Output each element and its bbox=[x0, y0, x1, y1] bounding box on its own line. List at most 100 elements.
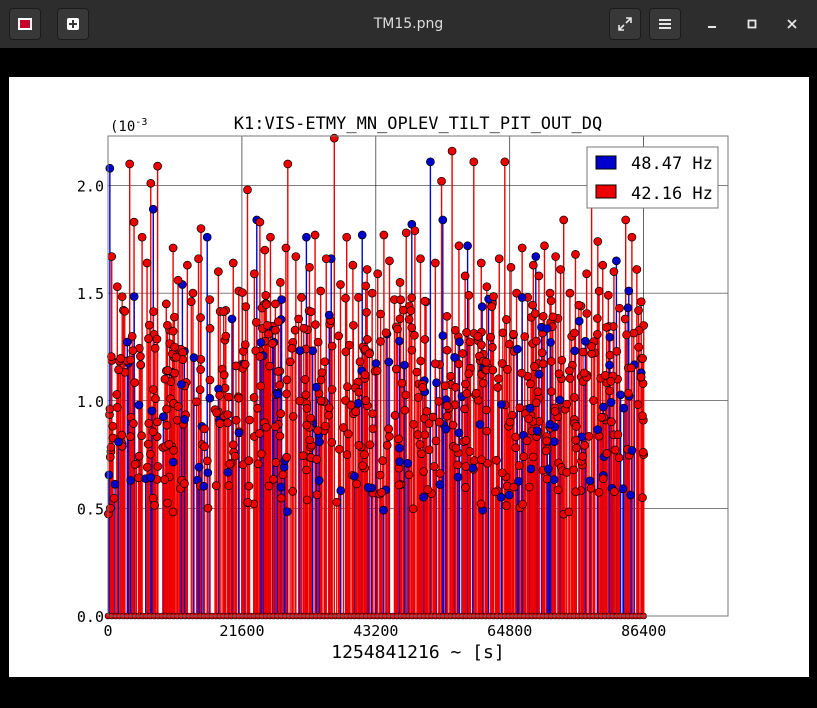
y-tick-label: 0.0 bbox=[77, 608, 104, 626]
red-point bbox=[528, 452, 538, 462]
red-point bbox=[636, 372, 646, 382]
red-point bbox=[416, 254, 425, 264]
minimize-button[interactable] bbox=[702, 14, 722, 34]
red-point bbox=[413, 393, 423, 402]
red-point bbox=[290, 325, 300, 335]
red-point bbox=[367, 288, 377, 298]
red-point bbox=[460, 404, 469, 414]
fullscreen-button[interactable] bbox=[609, 8, 641, 40]
blue-point bbox=[477, 302, 487, 311]
red-point bbox=[462, 328, 471, 337]
blue-point bbox=[379, 505, 388, 515]
red-point bbox=[565, 374, 575, 383]
blue-point bbox=[504, 490, 514, 500]
blue-point bbox=[580, 336, 590, 346]
red-point bbox=[465, 447, 475, 456]
red-point bbox=[214, 267, 223, 276]
red-point bbox=[120, 306, 130, 316]
red-point bbox=[164, 439, 174, 449]
red-point bbox=[200, 442, 209, 451]
blue-point bbox=[606, 398, 616, 407]
blue-point bbox=[612, 256, 621, 266]
red-point bbox=[400, 405, 410, 415]
red-point bbox=[151, 394, 160, 403]
red-point bbox=[377, 488, 386, 497]
blue-point bbox=[295, 346, 305, 356]
red-point bbox=[225, 459, 235, 469]
red-point bbox=[202, 456, 212, 466]
red-point bbox=[144, 334, 153, 343]
app-icon-button[interactable] bbox=[9, 8, 41, 40]
red-point bbox=[228, 258, 238, 268]
red-point bbox=[287, 343, 297, 353]
red-point bbox=[339, 423, 348, 432]
red-point bbox=[345, 340, 354, 350]
red-point bbox=[431, 436, 441, 446]
red-point bbox=[105, 404, 115, 414]
red-point bbox=[316, 375, 326, 385]
red-point bbox=[354, 440, 364, 450]
blue-point bbox=[542, 324, 552, 333]
maximize-button[interactable] bbox=[742, 14, 762, 34]
blue-point bbox=[158, 412, 168, 422]
chart-title: K1:VIS-ETMY_MN_OPLEV_TILT_PIT_OUT_DQ bbox=[234, 114, 602, 134]
red-point bbox=[244, 481, 254, 491]
red-point bbox=[238, 460, 248, 470]
red-point bbox=[598, 474, 608, 484]
red-point bbox=[545, 288, 555, 298]
red-point bbox=[276, 493, 286, 503]
blue-point bbox=[194, 462, 204, 472]
red-point bbox=[533, 387, 543, 397]
red-point bbox=[434, 417, 444, 427]
close-button[interactable] bbox=[782, 14, 802, 34]
blue-point bbox=[227, 314, 237, 324]
red-point bbox=[153, 161, 162, 171]
red-point bbox=[509, 329, 518, 339]
red-point bbox=[404, 470, 414, 480]
red-point bbox=[378, 456, 388, 465]
red-point bbox=[531, 398, 541, 408]
red-point bbox=[283, 159, 293, 169]
red-point bbox=[223, 418, 233, 428]
red-point bbox=[144, 418, 154, 428]
close-icon bbox=[787, 19, 797, 29]
red-point bbox=[497, 359, 507, 368]
legend: 48.47 Hz 42.16 Hz bbox=[586, 146, 719, 209]
blue-point bbox=[450, 353, 459, 362]
red-point bbox=[469, 456, 479, 465]
red-point bbox=[486, 332, 496, 342]
red-point bbox=[265, 361, 274, 371]
red-point bbox=[311, 320, 320, 329]
red-point bbox=[219, 307, 229, 317]
blue-point bbox=[616, 390, 626, 400]
menu-button[interactable] bbox=[649, 8, 681, 40]
red-point bbox=[355, 357, 365, 367]
red-point bbox=[241, 302, 251, 311]
red-point bbox=[255, 217, 265, 227]
red-point bbox=[335, 444, 344, 454]
red-point bbox=[148, 493, 158, 503]
red-point bbox=[562, 399, 572, 409]
red-point bbox=[129, 419, 138, 428]
red-point bbox=[365, 440, 375, 450]
red-point bbox=[327, 437, 337, 447]
red-point bbox=[602, 323, 611, 332]
x-axis-label: 1254841216 ~ [s] bbox=[331, 642, 504, 663]
y-tick-label: 2.0 bbox=[77, 178, 104, 196]
red-point bbox=[548, 312, 558, 322]
red-point bbox=[341, 347, 351, 357]
red-point bbox=[478, 378, 488, 388]
maximize-icon bbox=[747, 19, 757, 29]
red-point bbox=[424, 419, 434, 428]
blue-point bbox=[627, 446, 637, 455]
blue-point bbox=[122, 337, 132, 347]
red-point bbox=[327, 341, 337, 351]
red-point bbox=[584, 431, 594, 441]
red-point bbox=[282, 452, 292, 462]
red-point bbox=[271, 325, 280, 335]
red-point bbox=[626, 363, 636, 373]
red-point bbox=[160, 374, 170, 384]
new-tab-button[interactable] bbox=[57, 8, 89, 40]
red-point bbox=[540, 241, 549, 251]
red-point bbox=[329, 133, 339, 143]
